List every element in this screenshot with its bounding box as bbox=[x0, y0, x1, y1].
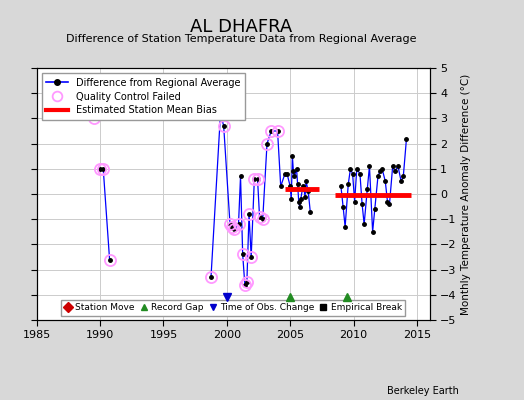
Legend: Station Move, Record Gap, Time of Obs. Change, Empirical Break: Station Move, Record Gap, Time of Obs. C… bbox=[61, 300, 406, 316]
Y-axis label: Monthly Temperature Anomaly Difference (°C): Monthly Temperature Anomaly Difference (… bbox=[461, 73, 471, 315]
Text: AL DHAFRA: AL DHAFRA bbox=[190, 18, 292, 36]
Text: Difference of Station Temperature Data from Regional Average: Difference of Station Temperature Data f… bbox=[66, 34, 416, 44]
Text: Berkeley Earth: Berkeley Earth bbox=[387, 386, 458, 396]
